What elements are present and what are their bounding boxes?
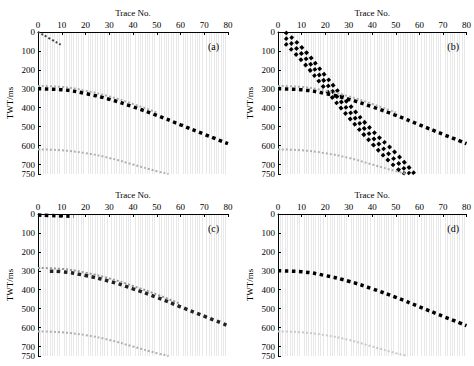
svg-text:500: 500: [262, 304, 276, 314]
svg-text:10: 10: [297, 202, 307, 212]
svg-text:400: 400: [22, 285, 36, 295]
svg-text:400: 400: [262, 103, 276, 113]
svg-text:20: 20: [81, 20, 91, 30]
svg-text:100: 100: [262, 228, 276, 238]
svg-text:0: 0: [271, 209, 276, 219]
svg-text:600: 600: [22, 323, 36, 333]
svg-text:400: 400: [22, 103, 36, 113]
svg-text:0: 0: [276, 20, 281, 30]
svg-text:20: 20: [321, 202, 331, 212]
svg-text:700: 700: [261, 341, 275, 352]
svg-text:30: 30: [105, 202, 115, 212]
svg-text:50: 50: [152, 202, 162, 212]
svg-text:TWT/ms: TWT/ms: [5, 268, 15, 301]
svg-text:400: 400: [262, 285, 276, 295]
svg-text:80: 80: [224, 202, 234, 212]
svg-text:60: 60: [176, 20, 186, 30]
svg-text:300: 300: [262, 84, 276, 94]
svg-text:50: 50: [391, 202, 401, 212]
svg-text:300: 300: [262, 266, 276, 276]
svg-text:750: 750: [22, 169, 36, 179]
svg-text:20: 20: [81, 202, 91, 212]
svg-text:700: 700: [21, 159, 35, 170]
svg-text:750: 750: [262, 351, 276, 361]
svg-text:0: 0: [271, 27, 276, 37]
svg-text:80: 80: [224, 20, 234, 30]
svg-text:80: 80: [462, 202, 472, 212]
svg-text:70: 70: [438, 202, 448, 212]
svg-text:100: 100: [22, 46, 36, 56]
svg-text:10: 10: [57, 202, 67, 212]
svg-text:200: 200: [262, 247, 276, 257]
svg-text:0: 0: [36, 20, 41, 30]
svg-text:600: 600: [262, 141, 276, 151]
svg-text:TWT/ms: TWT/ms: [245, 268, 255, 301]
svg-text:600: 600: [22, 141, 36, 151]
svg-text:40: 40: [129, 202, 139, 212]
svg-text:40: 40: [368, 20, 378, 30]
svg-text:Trace No.: Trace No.: [354, 8, 390, 18]
svg-text:TWT/ms: TWT/ms: [5, 86, 15, 119]
svg-text:60: 60: [415, 202, 425, 212]
svg-text:30: 30: [105, 20, 115, 30]
svg-text:60: 60: [415, 20, 425, 30]
svg-text:300: 300: [22, 84, 36, 94]
svg-text:0: 0: [31, 27, 36, 37]
svg-text:60: 60: [176, 202, 186, 212]
svg-text:500: 500: [22, 304, 36, 314]
svg-text:40: 40: [129, 20, 139, 30]
svg-text:0: 0: [36, 202, 41, 212]
svg-text:30: 30: [344, 20, 354, 30]
svg-text:Trace No.: Trace No.: [115, 190, 151, 200]
svg-text:(c): (c): [208, 223, 219, 235]
svg-text:700: 700: [21, 341, 35, 352]
svg-text:(a): (a): [208, 41, 219, 53]
svg-text:(d): (d): [447, 223, 459, 235]
svg-text:500: 500: [22, 122, 36, 132]
svg-text:70: 70: [200, 202, 210, 212]
svg-text:50: 50: [391, 20, 401, 30]
svg-text:600: 600: [262, 323, 276, 333]
svg-text:0: 0: [276, 202, 281, 212]
svg-text:0: 0: [31, 209, 36, 219]
svg-text:200: 200: [262, 65, 276, 75]
svg-text:300: 300: [22, 266, 36, 276]
svg-text:10: 10: [297, 20, 307, 30]
svg-text:70: 70: [438, 20, 448, 30]
svg-text:200: 200: [22, 65, 36, 75]
svg-text:(b): (b): [447, 41, 459, 53]
svg-text:Trace No.: Trace No.: [354, 190, 390, 200]
svg-text:40: 40: [368, 202, 378, 212]
svg-text:30: 30: [344, 202, 354, 212]
svg-text:TWT/ms: TWT/ms: [245, 86, 255, 119]
svg-text:50: 50: [152, 20, 162, 30]
svg-text:750: 750: [22, 351, 36, 361]
svg-text:500: 500: [262, 122, 276, 132]
svg-text:750: 750: [262, 169, 276, 179]
svg-text:80: 80: [462, 20, 472, 30]
svg-text:200: 200: [22, 247, 36, 257]
svg-text:20: 20: [321, 20, 331, 30]
svg-text:10: 10: [57, 20, 67, 30]
svg-text:Trace No.: Trace No.: [115, 8, 151, 18]
svg-text:100: 100: [22, 228, 36, 238]
svg-text:700: 700: [261, 159, 275, 170]
svg-text:100: 100: [262, 46, 276, 56]
svg-text:70: 70: [200, 20, 210, 30]
